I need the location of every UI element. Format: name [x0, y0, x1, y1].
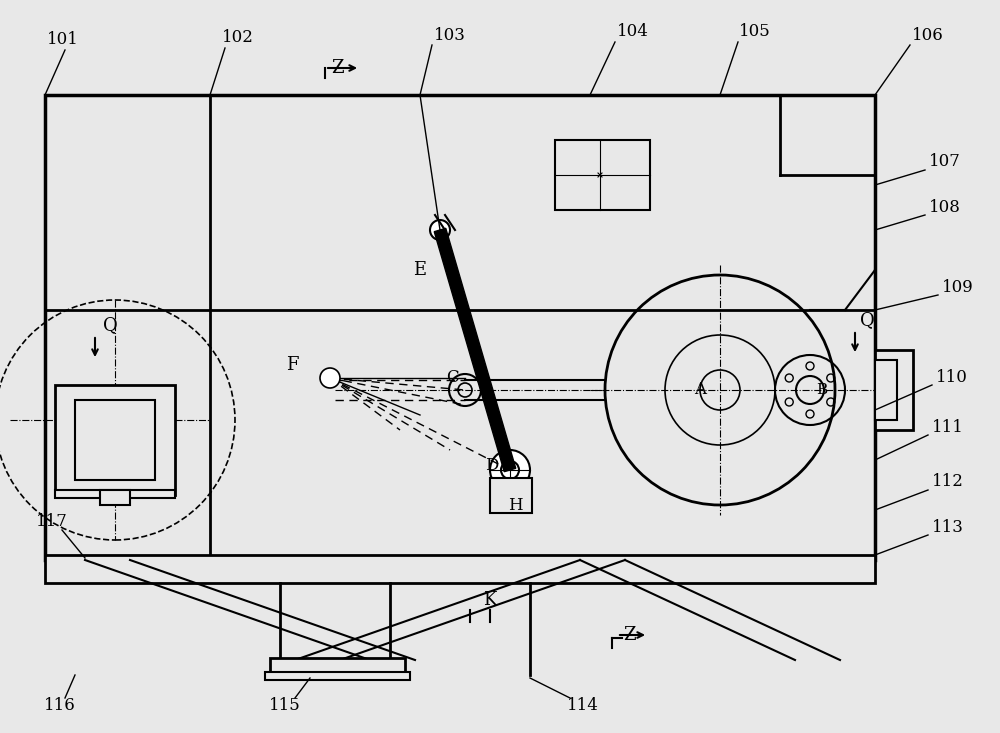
Text: B: B — [816, 383, 828, 397]
Polygon shape — [434, 228, 516, 471]
Text: 103: 103 — [434, 26, 466, 43]
Text: 116: 116 — [44, 698, 76, 715]
Text: 108: 108 — [929, 199, 961, 216]
Circle shape — [490, 450, 530, 490]
Text: C: C — [446, 369, 458, 386]
Text: Q: Q — [860, 311, 874, 329]
Circle shape — [320, 368, 340, 388]
Bar — [55, 385, 175, 495]
Text: 112: 112 — [932, 474, 964, 490]
Bar — [265, 672, 410, 680]
Text: Z: Z — [332, 59, 344, 77]
Bar — [55, 490, 175, 498]
Text: D: D — [485, 457, 499, 474]
Text: 102: 102 — [222, 29, 254, 46]
Text: Q: Q — [103, 316, 117, 334]
Bar — [875, 350, 913, 430]
Bar — [100, 490, 130, 505]
Bar — [875, 360, 897, 420]
Text: 111: 111 — [932, 419, 964, 435]
Text: 114: 114 — [567, 698, 599, 715]
Text: 113: 113 — [932, 518, 964, 536]
Text: 101: 101 — [47, 32, 79, 48]
Bar — [490, 478, 532, 513]
Bar — [270, 658, 405, 676]
Text: K: K — [483, 591, 497, 609]
Text: 110: 110 — [936, 369, 968, 386]
Text: 105: 105 — [739, 23, 771, 40]
Text: Z: Z — [624, 626, 636, 644]
Bar — [45, 555, 875, 583]
Bar — [75, 400, 155, 480]
Text: F: F — [286, 356, 298, 374]
Text: E: E — [413, 261, 427, 279]
Text: 117: 117 — [36, 514, 68, 531]
Text: 106: 106 — [912, 26, 944, 43]
Bar — [45, 95, 875, 560]
Text: 104: 104 — [617, 23, 649, 40]
Text: 115: 115 — [269, 698, 301, 715]
Text: A: A — [694, 381, 706, 399]
Text: 107: 107 — [929, 153, 961, 171]
Circle shape — [430, 220, 450, 240]
Text: H: H — [508, 496, 522, 514]
Text: 109: 109 — [942, 279, 974, 295]
Bar — [555, 140, 650, 210]
